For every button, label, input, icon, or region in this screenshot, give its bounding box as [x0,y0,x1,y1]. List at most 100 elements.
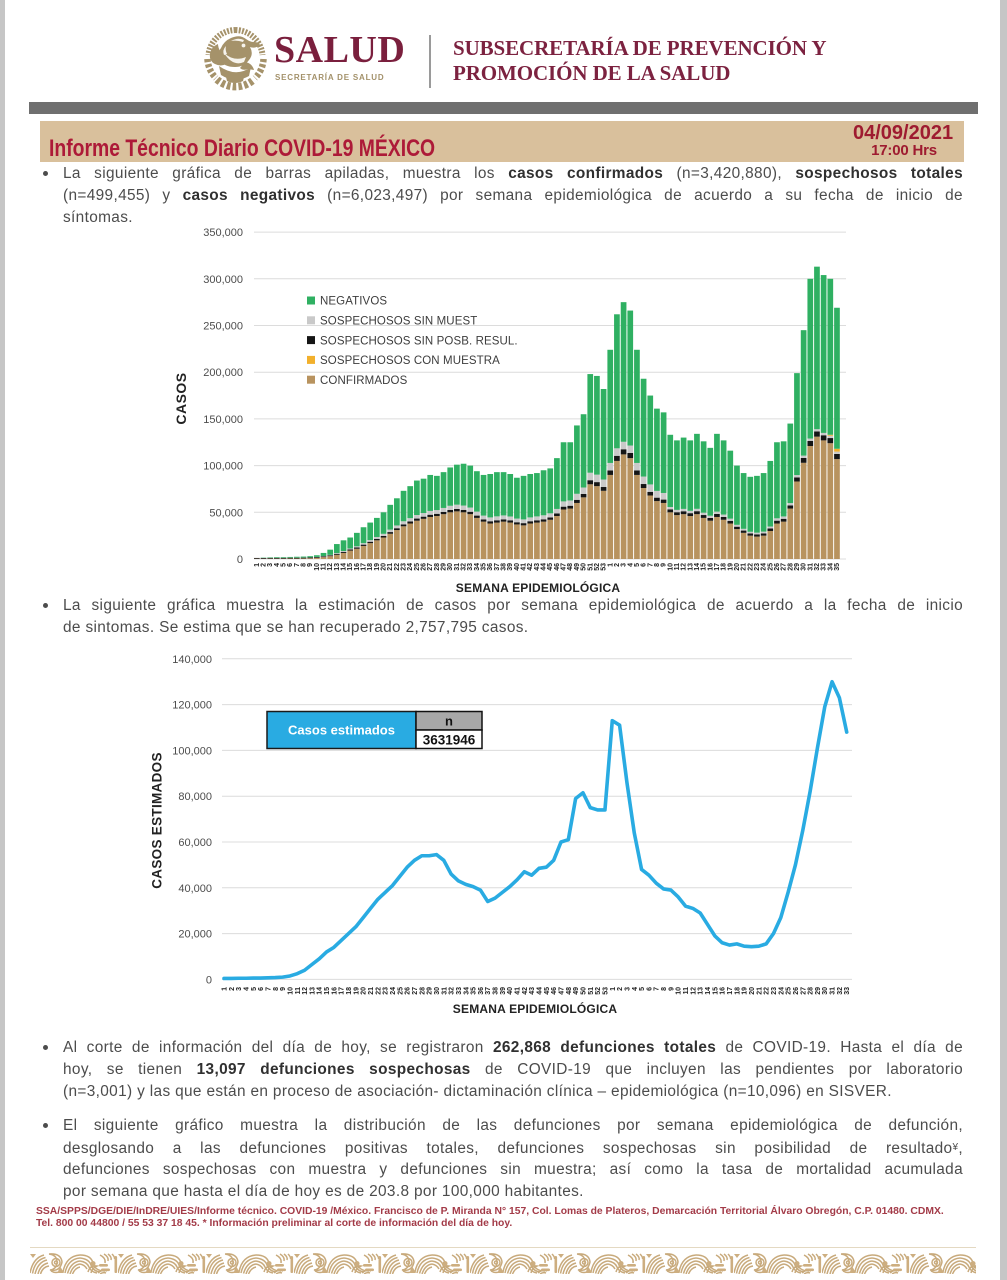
svg-text:15: 15 [324,987,331,995]
svg-text:26: 26 [421,563,428,571]
svg-text:12: 12 [327,563,334,571]
svg-text:20: 20 [749,987,756,995]
svg-text:3: 3 [267,563,274,567]
svg-text:35: 35 [471,987,478,995]
svg-text:8: 8 [301,563,308,567]
svg-text:100,000: 100,000 [203,461,243,473]
svg-text:3631946: 3631946 [423,733,476,748]
svg-text:SEMANA EPIDEMIOLÓGICA: SEMANA EPIDEMIOLÓGICA [456,580,621,595]
svg-text:12: 12 [690,987,697,995]
svg-text:5: 5 [634,563,641,567]
svg-text:19: 19 [374,563,381,571]
svg-text:23: 23 [754,563,761,571]
svg-text:18: 18 [346,987,353,995]
svg-text:43: 43 [529,987,536,995]
svg-text:6: 6 [258,987,265,991]
svg-text:44: 44 [541,563,548,571]
svg-text:22: 22 [747,563,754,571]
svg-text:SOSPECHOSOS CON MUESTRA: SOSPECHOSOS CON MUESTRA [320,355,500,367]
svg-text:33: 33 [844,987,851,995]
svg-text:17: 17 [727,987,734,995]
svg-text:49: 49 [573,987,580,995]
svg-text:31: 31 [454,563,461,571]
svg-text:48: 48 [567,563,574,571]
svg-text:39: 39 [500,987,507,995]
svg-text:23: 23 [771,987,778,995]
svg-text:38: 38 [493,987,500,995]
svg-text:33: 33 [467,563,474,571]
svg-text:9: 9 [661,563,668,567]
svg-text:32: 32 [449,987,456,995]
svg-text:20: 20 [381,563,388,571]
svg-text:28: 28 [808,987,815,995]
svg-text:3: 3 [621,563,628,567]
svg-text:14: 14 [341,563,348,571]
svg-text:17: 17 [714,563,721,571]
svg-text:26: 26 [793,987,800,995]
svg-text:19: 19 [353,987,360,995]
svg-text:31: 31 [441,987,448,995]
svg-text:3: 3 [624,987,631,991]
svg-text:35: 35 [481,563,488,571]
svg-text:29: 29 [794,563,801,571]
svg-text:3: 3 [236,987,243,991]
svg-text:18: 18 [734,987,741,995]
svg-text:14: 14 [317,987,324,995]
svg-text:120,000: 120,000 [172,700,212,712]
svg-text:5: 5 [251,987,258,991]
svg-text:30: 30 [822,987,829,995]
svg-text:7: 7 [266,987,273,991]
svg-text:16: 16 [354,563,361,571]
svg-text:22: 22 [375,987,382,995]
svg-text:37: 37 [485,987,492,995]
svg-text:34: 34 [474,563,481,571]
svg-text:17: 17 [339,987,346,995]
svg-text:13: 13 [687,563,694,571]
svg-text:24: 24 [778,987,785,995]
svg-text:10: 10 [676,987,683,995]
svg-text:17: 17 [361,563,368,571]
svg-text:19: 19 [727,563,734,571]
svg-text:33: 33 [456,987,463,995]
svg-text:250,000: 250,000 [203,321,243,333]
svg-text:9: 9 [280,987,287,991]
svg-text:29: 29 [815,987,822,995]
svg-text:1: 1 [222,987,229,991]
svg-text:350,000: 350,000 [203,227,243,239]
svg-text:32: 32 [814,563,821,571]
svg-text:200,000: 200,000 [203,367,243,379]
svg-text:44: 44 [537,987,544,995]
svg-text:46: 46 [554,563,561,571]
svg-text:24: 24 [761,563,768,571]
svg-text:9: 9 [668,987,675,991]
svg-text:30: 30 [434,987,441,995]
svg-text:52: 52 [595,987,602,995]
svg-text:22: 22 [764,987,771,995]
svg-text:150,000: 150,000 [203,414,243,426]
svg-text:27: 27 [781,563,788,571]
svg-text:29: 29 [441,563,448,571]
svg-text:33: 33 [821,563,828,571]
svg-text:25: 25 [786,987,793,995]
svg-text:20,000: 20,000 [178,929,212,941]
svg-text:20: 20 [361,987,368,995]
svg-text:32: 32 [837,987,844,995]
svg-text:0: 0 [237,554,243,566]
svg-text:14: 14 [694,563,701,571]
svg-text:18: 18 [721,563,728,571]
svg-text:28: 28 [787,563,794,571]
svg-text:10: 10 [314,563,321,571]
svg-text:12: 12 [681,563,688,571]
svg-text:53: 53 [601,563,608,571]
svg-text:15: 15 [701,563,708,571]
svg-text:27: 27 [427,563,434,571]
svg-text:11: 11 [674,563,681,571]
svg-text:45: 45 [544,987,551,995]
svg-text:2: 2 [261,563,268,567]
svg-text:50,000: 50,000 [209,507,243,519]
svg-text:16: 16 [331,987,338,995]
svg-text:CASOS ESTIMADOS: CASOS ESTIMADOS [150,752,165,889]
svg-text:10: 10 [667,563,674,571]
svg-text:16: 16 [720,987,727,995]
svg-text:n: n [445,714,453,729]
